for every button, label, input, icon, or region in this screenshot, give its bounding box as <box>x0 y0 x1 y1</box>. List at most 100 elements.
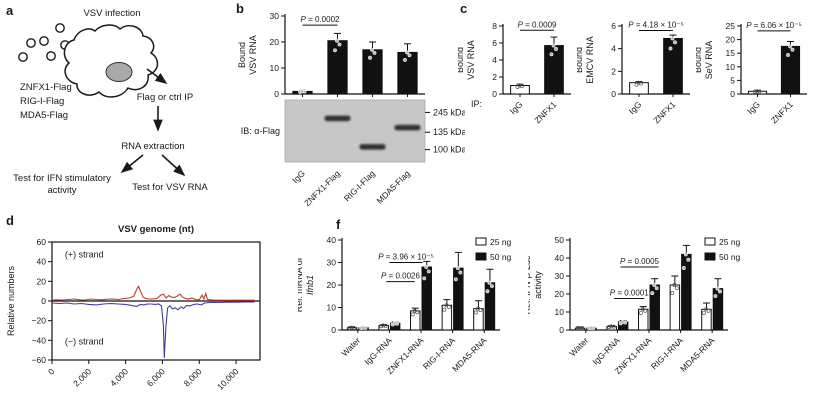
x-category-label: IgG <box>745 99 762 116</box>
x-category-label: IgG <box>627 99 644 116</box>
ib-antibody-label: IB: α-Flag <box>241 126 280 136</box>
test-vsv-label: Test for VSV RNA <box>132 182 208 193</box>
data-point <box>474 310 478 315</box>
bar <box>397 51 418 95</box>
data-point <box>654 286 659 291</box>
y-tick-label: 25 <box>726 21 736 31</box>
data-point <box>517 83 522 88</box>
data-point <box>575 326 580 330</box>
lane-label: RIG-I-Flag <box>342 168 377 203</box>
mw-marker-label: 100 kDa <box>433 145 465 155</box>
data-point <box>368 55 372 60</box>
y-tick-label: 4 <box>492 55 497 65</box>
y-axis-label: Bound <box>577 47 584 73</box>
x-tick-label: 8,000 <box>182 366 204 388</box>
y-tick-label: 10 <box>270 63 280 73</box>
y-tick-label: 30 <box>270 11 280 21</box>
panel-f-ifnb1-chart: 0 10 20 30 40 Rel. mRNA of Ifnb1 Water IgG-RNA ZN… <box>294 216 582 400</box>
panel-a-letter: a <box>6 3 14 18</box>
data-point <box>444 303 449 308</box>
x-category-label: MDA5-RNA <box>450 335 489 374</box>
data-point <box>650 291 655 296</box>
p-value-label: P = 3.96 × 10⁻⁵ <box>378 253 434 262</box>
y-tick-label: 0 <box>41 296 46 306</box>
data-point <box>422 276 427 281</box>
panel-d-line-chart: VSV genome (nt) −60 −40 −20 0 20 40 60 0 2,000 4,0… <box>0 212 335 400</box>
panel-c-letter: c <box>460 1 468 16</box>
blot-membrane <box>284 99 426 163</box>
y-tick-label: 6 <box>611 21 616 31</box>
y-tick-label: −40 <box>32 335 47 345</box>
panel-c-vsv-chart: 0 2 4 6 8 Bound VSV RNA IgG ZNFX1 IP: P = 0.0009 <box>455 10 577 143</box>
flag-or-ctrl-ip-label: Flag or ctrl IP <box>137 92 194 103</box>
data-point <box>405 50 409 55</box>
data-point <box>652 283 657 287</box>
panel-f-luc-chart: 0 10 20 30 40 50 Rel. IFN-β-Luc activity Water Ig… <box>522 216 813 400</box>
arrow-cell-to-ip <box>146 68 168 84</box>
y-tick-label: 2 <box>492 72 497 82</box>
data-point <box>702 311 706 315</box>
bar <box>421 266 432 331</box>
construct-label-mda5: MDA5-Flag <box>20 110 68 121</box>
c-bound-sev-rna-svg: 0 5 10 15 20 25 Bound SeV RNA IgG ZNFX1 P = 6.06 ×… <box>693 21 807 125</box>
y-tick-label: 20 <box>327 280 337 290</box>
y-tick-label: 10 <box>726 62 736 72</box>
data-point <box>620 319 625 324</box>
test-ifn-label-line2: activity <box>47 185 76 196</box>
data-point <box>300 89 304 94</box>
data-point <box>335 38 339 43</box>
vsv-infection-label: VSV infection <box>83 8 140 19</box>
construct-label-znfx1: ZNFX1-Flag <box>20 82 72 93</box>
data-point <box>670 291 675 296</box>
virus-particles-icon <box>18 23 70 62</box>
legend-swatch <box>704 252 716 261</box>
data-point <box>639 81 643 86</box>
data-point <box>681 266 686 270</box>
x-category-label: ZNFX1 <box>532 99 558 125</box>
data-point <box>674 286 679 291</box>
cell-outline-icon <box>63 24 159 98</box>
arrow-rna-to-vsv <box>161 154 186 177</box>
bar <box>473 308 484 331</box>
data-point <box>352 325 357 330</box>
data-point <box>790 47 795 52</box>
y-tick-label: 0 <box>492 89 497 99</box>
strand-annotation: (+) strand <box>65 250 104 260</box>
y-tick-label: 8 <box>492 21 497 31</box>
y-axis-label: SeV RNA <box>704 41 714 80</box>
bar <box>638 308 649 331</box>
y-axis-label: Relative numbers <box>6 265 16 336</box>
panel-b-western-blot: 245 kDa 135 kDa 100 kDa IB: α-Flag IgG ZNFX1-… <box>230 96 467 219</box>
data-point <box>361 325 365 330</box>
data-point <box>476 306 480 311</box>
data-point <box>549 52 554 57</box>
data-point <box>426 269 431 274</box>
bar <box>453 267 464 331</box>
data-point <box>686 257 691 262</box>
p-value-label: P = 0.0005 <box>620 257 659 266</box>
data-point <box>372 50 377 55</box>
data-point <box>757 89 762 94</box>
y-tick-label: 30 <box>555 271 565 281</box>
data-point <box>580 326 585 330</box>
y-axis-label: Rel. IFN-β-Luc <box>528 255 532 314</box>
western-blot-svg: 245 kDa 135 kDa 100 kDa IB: α-Flag IgGZNFX1-… <box>241 99 467 208</box>
legend-label: 50 ng <box>490 252 512 262</box>
data-point <box>407 53 412 58</box>
panel-b-letter: b <box>236 1 244 16</box>
data-point <box>715 286 720 291</box>
x-category-label: Water <box>339 335 362 358</box>
y-axis-label: VSV RNA <box>248 35 258 75</box>
y-tick-label: 40 <box>37 257 47 267</box>
legend-swatch <box>475 237 487 246</box>
data-point <box>636 80 641 85</box>
bar <box>410 310 421 331</box>
y-tick-label: 50 <box>555 235 565 245</box>
data-point <box>611 324 616 329</box>
y-tick-label: 40 <box>555 253 565 263</box>
protein-band <box>324 115 351 122</box>
data-point <box>383 323 388 328</box>
y-tick-label: 0 <box>559 325 564 335</box>
rna-extraction-label: RNA extraction <box>121 141 184 152</box>
